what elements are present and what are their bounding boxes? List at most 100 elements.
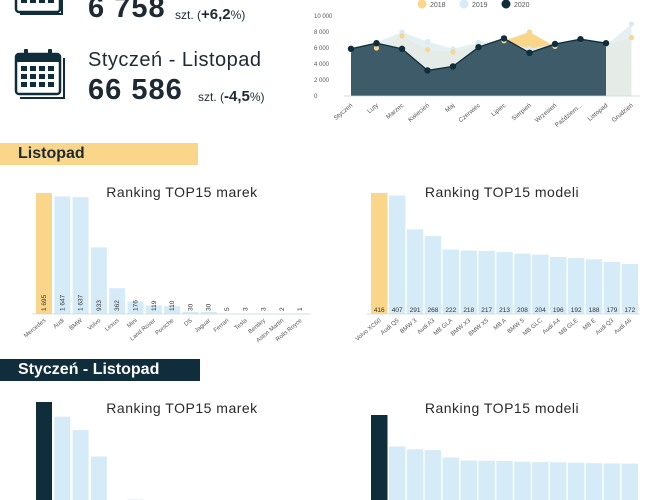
bar [371, 193, 388, 314]
point-2020 [526, 49, 533, 56]
kpi-month-unit: szt. [175, 8, 194, 22]
bar [550, 256, 567, 314]
bar [54, 416, 71, 500]
data-label: 110 [169, 300, 176, 311]
bar [182, 311, 199, 314]
kpi-ytd-change: -4,5 [224, 88, 250, 105]
bar [532, 254, 549, 314]
x-tick-label: Wrzesień [534, 102, 559, 124]
point-2020 [500, 35, 508, 42]
models-bar-chart-ytd [371, 415, 639, 500]
point-2018 [450, 49, 456, 55]
data-label: 119 [151, 300, 158, 311]
bar [496, 252, 513, 314]
calendar-icon-ytd [14, 49, 65, 99]
x-tick-label: BMW X5 [468, 318, 490, 338]
data-label: 30 [187, 303, 194, 311]
x-tick-label: Styczeń [333, 102, 355, 122]
models-ranking-title-month: Ranking TOP15 modeli [424, 184, 580, 200]
data-label: 208 [517, 307, 528, 314]
point-2020 [347, 45, 355, 52]
monthly-area-chart: 10 000 8 000 6 000 4 000 2 000 0 2018 2019 2020 S… [314, 0, 640, 129]
x-tick-label: Porsche [155, 318, 176, 337]
x-tick-label: Luty [366, 102, 380, 116]
x-tick-label: Listopad [587, 102, 610, 123]
point-2020 [398, 45, 406, 52]
legend-label-2019: 2019 [472, 2, 488, 9]
x-tick-label: MB GLE [558, 318, 579, 337]
legend-marker-2018 [417, 0, 427, 9]
bar [145, 305, 162, 314]
models-bar-chart-month: 416 Volvo XC60 407 Audi Q5 291 BMW 3 268 Audi A… [355, 193, 640, 343]
data-label: 362 [114, 300, 121, 311]
point-2019 [399, 29, 405, 35]
x-tick-label: Audi Q5 [380, 318, 401, 337]
models-ranking-title-ytd: Ranking TOP15 modeli [424, 400, 580, 416]
data-label: 291 [410, 307, 421, 314]
bar [496, 460, 513, 500]
data-label: 218 [463, 307, 474, 314]
data-label: 407 [392, 307, 403, 314]
bar [424, 236, 442, 314]
point-2020 [424, 67, 431, 74]
x-tick-label: Maj [444, 102, 456, 114]
data-label: 217 [481, 307, 492, 314]
data-label: 1 [297, 307, 304, 311]
kpi-ytd-unit: szt. [198, 90, 217, 104]
data-label: 176 [133, 300, 140, 311]
section-title-ytd: Styczeń - Listopad [0, 359, 200, 381]
point-2020 [475, 44, 482, 51]
x-tick-label: Mercedes [23, 318, 47, 340]
point-2020 [449, 63, 457, 70]
point-2020 [373, 40, 380, 47]
bar [550, 462, 567, 500]
data-label: 1 695 [41, 294, 48, 311]
area-2020 [351, 38, 606, 96]
kpi-month-value: 6 758 [88, 0, 166, 24]
point-2018 [526, 29, 533, 35]
bar [603, 261, 621, 314]
point-2018 [373, 45, 380, 51]
x-tick-label: MB GLC [522, 318, 544, 338]
y-tick-label: 6 000 [314, 46, 330, 52]
bar [406, 229, 424, 314]
data-label: 30 [206, 303, 213, 311]
kpi-month-pct: % [230, 8, 242, 22]
legend-label-2020: 2020 [514, 2, 530, 9]
data-label: 3 [261, 307, 268, 311]
bar [36, 193, 52, 314]
kpi-ytd-label: Styczeń - Listopad [88, 49, 262, 71]
x-tick-label: MB A [493, 318, 508, 332]
data-label: 196 [553, 307, 564, 314]
brands-bar-chart-ytd [36, 402, 144, 500]
bar [200, 311, 217, 314]
data-label: 1 637 [78, 294, 85, 311]
x-tick-label: Lexus [104, 318, 120, 333]
bar [406, 449, 424, 500]
point-2018 [424, 47, 431, 53]
bar [127, 301, 144, 314]
bar [388, 446, 406, 500]
kpi-month-change: +6,2 [201, 6, 231, 23]
y-tick-label: 2 000 [314, 78, 330, 84]
x-tick-label: Tesla [234, 318, 249, 332]
x-tick-label: Grudzień [611, 102, 635, 124]
x-tick-label: Kwiecień [407, 102, 431, 124]
legend-label-2018: 2018 [430, 2, 446, 9]
data-label: 188 [589, 307, 600, 314]
y-tick-label: 8 000 [314, 30, 330, 36]
brands-bar-chart-month: 1 695 Mercedes 1 647 Audi 1 637 BMW 933 Volvo 36… [23, 193, 311, 344]
data-label: 933 [96, 300, 103, 311]
bar [460, 460, 477, 500]
x-tick-label: Marzec [385, 102, 405, 121]
bar [371, 415, 388, 500]
x-tick-label: Październ... [554, 102, 584, 129]
bar [424, 450, 442, 500]
bar [621, 463, 639, 500]
bar [90, 247, 107, 314]
kpi-ytd-value: 66 586 [88, 74, 183, 106]
x-tick-label: Audi [53, 318, 66, 330]
x-tick-label: Volvo XC60 [355, 318, 383, 343]
bar [460, 250, 477, 314]
kpi-month-unit-line: szt. (+6,2%) [175, 6, 246, 23]
